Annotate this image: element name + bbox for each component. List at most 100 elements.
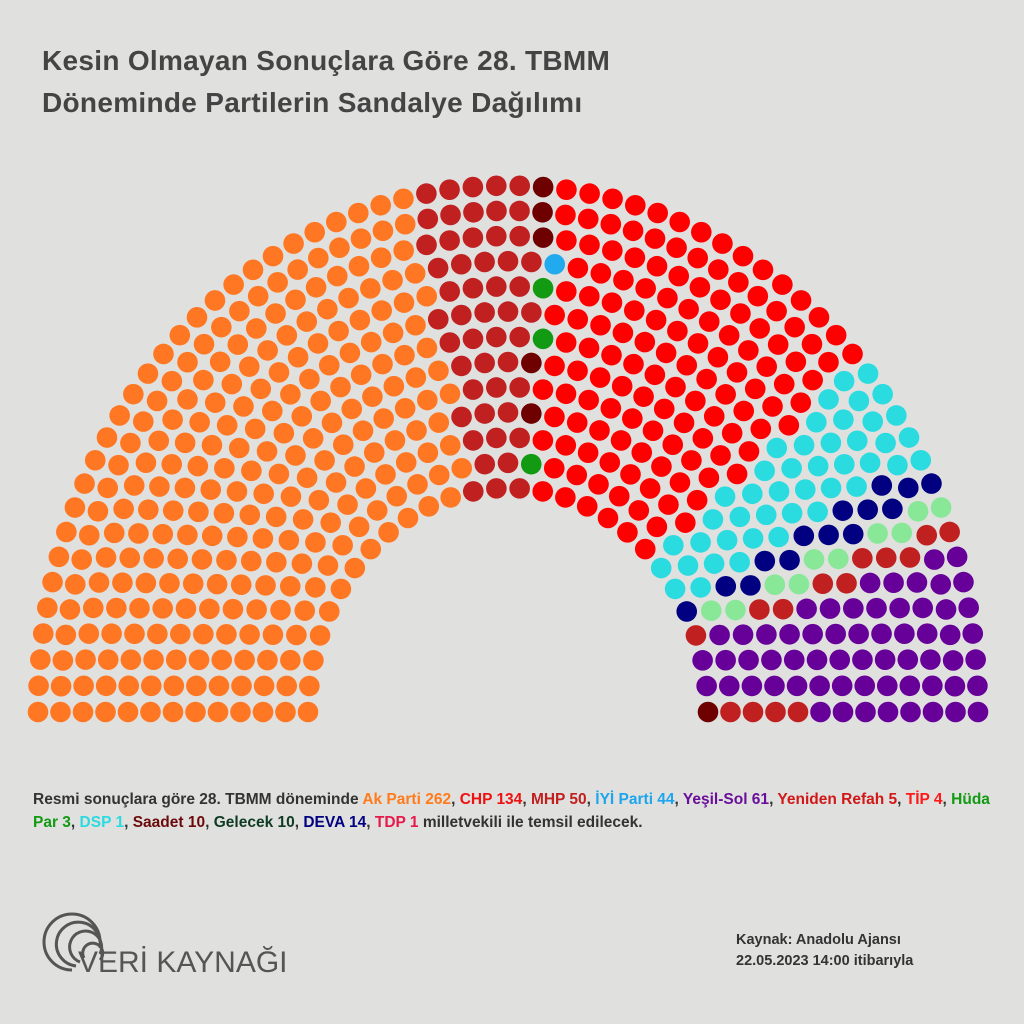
description-outro: milletvekili ile temsil edilecek. [418,814,643,831]
party-label: Gelecek 10 [213,814,295,831]
seat-chp [567,360,588,382]
seat-i̇yi̇-parti [820,477,842,499]
seat-saadet [916,524,938,546]
seat-chp [588,474,609,495]
seat-chp [658,494,679,515]
seat-chp [623,353,644,375]
seat-saadet [939,521,960,543]
seat-chp [556,179,577,200]
seat-ak-parti [370,247,392,269]
seat-yeşil-sol [876,675,898,697]
seat-ak-parti [223,274,244,295]
seat-chp [655,342,677,364]
seat-mhp [427,257,449,279]
seat-ak-parti [128,523,149,544]
seat-yeşil-sol [796,598,817,620]
seat-chp [589,420,610,441]
seat-ak-parti [303,650,324,671]
seat-ak-parti [187,455,209,477]
seat-ak-parti [308,489,330,511]
seat-chp [767,334,789,355]
seat-chp [666,237,687,259]
seat-ak-parti [152,523,174,545]
seat-mhp [497,250,519,272]
party-label: Hüda Par 3 [33,791,990,831]
seat-ak-parti [239,504,261,526]
seat-deva [676,601,698,622]
parliament-chart [27,175,989,723]
seat-yeşil-sol [855,701,876,723]
seat-chp [590,263,612,284]
seat-mhp [509,427,530,449]
seat-ak-parti [370,194,392,216]
seat-yeşil-sol [831,675,853,697]
seat-yeşil-sol [877,701,899,723]
seat-i̇yi̇-parti [690,532,711,553]
seat-yeşil-sol [741,675,763,697]
seat-yeniden-refah [532,227,554,248]
seat-ak-parti [96,427,118,448]
seat-ak-parti [228,437,250,459]
seat-ti̇p [787,701,809,723]
seat-ak-parti [95,547,117,568]
seat-chp [624,247,646,269]
seat-yeşil-sol [920,649,941,670]
party-label: TDP 1 [374,814,419,831]
seat-yeşil-sol [854,675,876,697]
seat-chp [675,512,696,533]
seat-ak-parti [222,598,244,620]
seat-mhp [485,225,507,247]
seat-mhp [509,326,530,348]
seat-deva [832,500,854,521]
seat-ak-parti [204,290,226,311]
party-label: Saadet 10 [132,814,206,831]
seat-i̇yi̇-parti [703,553,725,574]
seat-ak-parti [291,553,313,574]
seat-saadet [749,599,770,620]
logo-text: VERİ KAYNAĞI [78,946,288,979]
seat-ak-parti [321,412,343,434]
seat-yeşil-sol [967,701,989,723]
seat-i̇yi̇-parti [781,502,803,524]
seat-ak-parti [250,378,272,400]
seat-ak-parti [247,285,269,307]
seat-deva [715,575,737,597]
seat-ak-parti [244,418,266,440]
seat-mhp [497,351,519,373]
seat-deva [897,477,919,499]
seat-ak-parti [186,675,207,697]
seat-ak-parti [186,307,208,328]
seat-mhp [485,276,507,297]
seat-ak-parti [193,369,214,391]
seat-ak-parti [135,452,157,474]
seat-chp [784,316,805,338]
seat-ak-parti [208,675,230,697]
seat-ak-parti [182,573,204,594]
seat-mhp [497,301,519,322]
seat-ak-parti [123,383,144,405]
seat-ak-parti [318,354,340,376]
seat-chp [646,255,668,277]
seat-ak-parti [439,435,461,456]
seat-mhp [474,352,495,374]
seat-ak-parti [226,481,248,502]
seat-ak-parti [280,649,301,671]
seat-yeşil-sol [958,597,979,618]
seat-deva [754,550,776,572]
seat-yeşil-sol [967,675,988,697]
seat-chp [728,272,749,293]
seat-chp [642,420,664,442]
seat-mhp [509,200,530,222]
seat-ak-parti [28,675,49,697]
seat-ak-parti [216,549,237,571]
seat-chp [808,307,830,328]
seat-ak-parti [152,598,173,619]
seat-ak-parti [428,360,449,382]
logo-arcs-icon [42,912,105,972]
seat-ak-parti [405,367,427,388]
seat-chp [577,208,599,230]
seat-mhp [462,379,484,400]
seat-chp [712,233,733,254]
seat-i̇yi̇-parti [768,481,790,502]
seat-chp [628,500,650,521]
